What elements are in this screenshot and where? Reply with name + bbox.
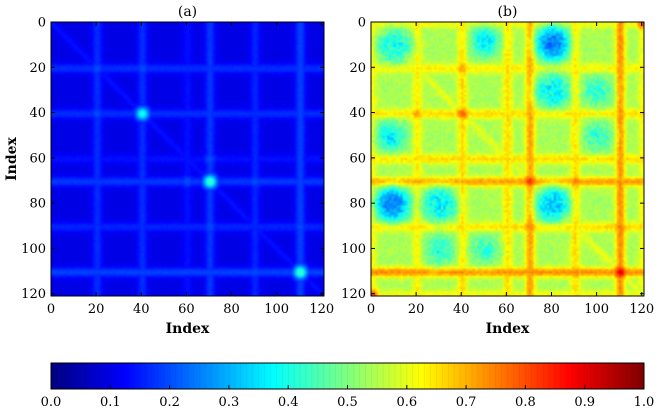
colorbar-tick-label: 0.5: [337, 395, 358, 410]
colorbar-gradient: [51, 363, 644, 389]
y-tick-label: 40: [29, 106, 46, 121]
y-tick-label: 60: [349, 151, 366, 166]
y-tick-label: 120: [341, 287, 366, 302]
y-tick-label: 120: [21, 287, 46, 302]
y-tick-label: 100: [21, 242, 46, 257]
x-tick-label: 80: [223, 302, 240, 317]
y-tick-label: 0: [38, 16, 46, 31]
heatmap-panel-a: 0 20 40 60 80 100 120020406080100120(a)IndexIn…: [4, 4, 334, 337]
x-axis-label: Index: [166, 321, 210, 337]
plot-frame: [370, 21, 645, 297]
x-tick-label: 20: [408, 302, 425, 317]
colorbar-tick-label: 0.4: [278, 395, 299, 410]
x-tick-label: 40: [453, 302, 470, 317]
heatmap-image: [51, 22, 324, 296]
y-tick-label: 100: [341, 242, 366, 257]
colorbar-tick-label: 0.2: [159, 395, 180, 410]
colorbar-tick-label: 0.1: [100, 395, 121, 410]
plot-frame: [50, 21, 325, 297]
x-tick-label: 20: [88, 302, 105, 317]
y-tick-label: 80: [29, 197, 46, 212]
colorbar-tick-label: 1.0: [634, 395, 655, 410]
x-tick-label: 100: [584, 302, 609, 317]
y-tick-label: 40: [349, 106, 366, 121]
x-tick-label: 0: [47, 302, 55, 317]
x-tick-label: 80: [543, 302, 560, 317]
x-tick-label: 0: [367, 302, 375, 317]
x-tick-label: 40: [133, 302, 150, 317]
x-tick-label: 120: [629, 302, 654, 317]
panel-title: (b): [498, 4, 518, 20]
colorbar-tick-label: 0.7: [456, 395, 477, 410]
y-tick-label: 20: [29, 61, 46, 76]
colorbar-tick-label: 0.6: [396, 395, 417, 410]
colorbar-tick-label: 0.0: [41, 395, 62, 410]
heatmap-image: [371, 22, 644, 296]
y-tick-label: 20: [349, 61, 366, 76]
colorbar-tick-label: 0.9: [574, 395, 595, 410]
y-tick-label: 80: [349, 197, 366, 212]
colorbar-tick-label: 0.8: [515, 395, 536, 410]
y-tick-label: 0: [358, 16, 366, 31]
y-axis-label: Index: [4, 136, 20, 180]
x-tick-label: 60: [498, 302, 515, 317]
panel-title: (a): [178, 4, 197, 20]
x-axis-label: Index: [486, 321, 530, 337]
colorbar: 0.0 0.1 0.2 0.3 0.4 0.5 0.6 0.7 0.8 0.9 1.0: [41, 362, 655, 410]
colorbar-tick-label: 0.3: [219, 395, 240, 410]
x-tick-label: 100: [264, 302, 289, 317]
x-tick-label: 120: [309, 302, 334, 317]
x-tick-label: 60: [178, 302, 195, 317]
y-tick-label: 60: [29, 151, 46, 166]
